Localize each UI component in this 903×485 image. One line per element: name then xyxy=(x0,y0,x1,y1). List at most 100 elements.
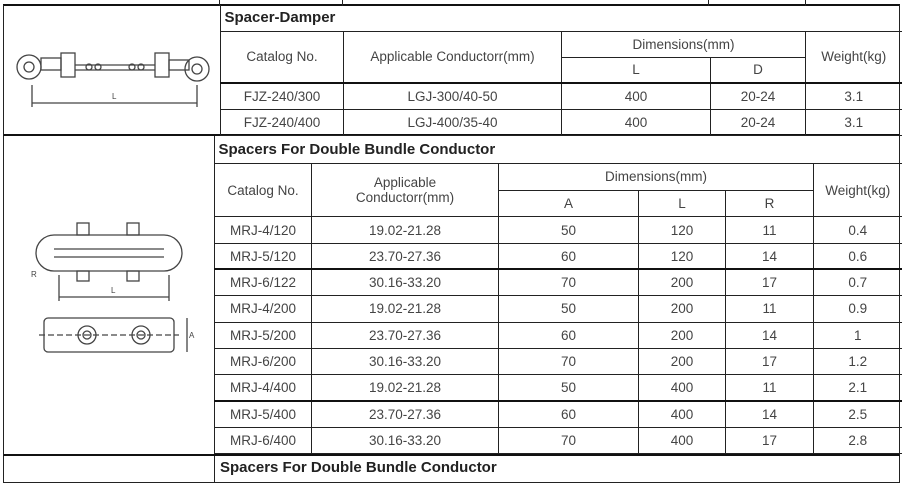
cell-catalog: MRJ-4/400 xyxy=(214,374,312,402)
header-catalog: Catalog No. xyxy=(214,162,312,218)
header-l: L xyxy=(561,56,711,84)
cell-a: 50 xyxy=(498,216,639,244)
table-row: MRJ-5/400 23.70-27.36 60 400 14 2.5 xyxy=(214,399,902,428)
cell-weight: 0.7 xyxy=(813,268,902,297)
cell-r: 17 xyxy=(725,426,814,455)
header-weight: Weight(kg) xyxy=(813,162,902,218)
cell-conductor: LGJ-300/40-50 xyxy=(343,82,562,110)
header-r: R xyxy=(725,190,814,218)
table-row: MRJ-4/120 19.02-21.28 50 120 11 0.4 xyxy=(214,216,902,244)
spacer-damper-table: Spacer-Damper Catalog No. Applicable Con… xyxy=(220,5,902,136)
cell-conductor: 23.70-27.36 xyxy=(311,242,499,270)
cell-l: 200 xyxy=(638,268,726,297)
header-dimensions: Dimensions(mm) xyxy=(498,162,814,192)
cell-conductor: 30.16-33.20 xyxy=(311,268,499,297)
table-row: MRJ-6/122 30.16-33.20 70 200 17 0.7 xyxy=(214,268,902,297)
cell-catalog: FJZ-240/300 xyxy=(220,82,344,110)
cell-l: 200 xyxy=(638,295,726,323)
header-weight: Weight(kg) xyxy=(804,30,902,84)
cell-weight: 1.2 xyxy=(813,347,902,376)
cell-a: 60 xyxy=(498,242,639,270)
table-row: MRJ-5/200 23.70-27.36 60 200 14 1 xyxy=(214,321,902,349)
dimension-label-l: L xyxy=(111,286,116,295)
cell-conductor: 30.16-33.20 xyxy=(311,347,499,376)
next-section: Spacers For Double Bundle Conductor xyxy=(3,456,900,483)
cell-catalog: MRJ-5/120 xyxy=(214,242,312,270)
cell-catalog: MRJ-5/200 xyxy=(214,321,312,349)
cell-weight: 2.1 xyxy=(813,374,902,402)
cell-r: 11 xyxy=(725,216,814,244)
table-row: MRJ-4/200 19.02-21.28 50 200 11 0.9 xyxy=(214,295,902,323)
section-title: Spacer-Damper xyxy=(220,5,902,32)
next-section-image-cell xyxy=(4,456,215,482)
cell-conductor: 19.02-21.28 xyxy=(311,216,499,244)
dimension-label-a: A xyxy=(189,331,195,340)
cell-weight: 2.5 xyxy=(813,399,902,428)
cell-a: 60 xyxy=(498,399,639,428)
section-title: Spacers For Double Bundle Conductor xyxy=(214,136,902,164)
cell-conductor: 19.02-21.28 xyxy=(311,295,499,323)
cell-l: 400 xyxy=(638,399,726,428)
cell-catalog: FJZ-240/400 xyxy=(220,108,344,136)
cell-d: 20-24 xyxy=(710,108,806,136)
cell-r: 11 xyxy=(725,374,814,402)
header-dimensions: Dimensions(mm) xyxy=(561,30,806,58)
cell-a: 70 xyxy=(498,426,639,455)
cell-a: 50 xyxy=(498,374,639,402)
cell-catalog: MRJ-5/400 xyxy=(214,399,312,428)
cell-l: 400 xyxy=(561,82,711,110)
cell-weight: 3.1 xyxy=(804,82,902,110)
cell-weight: 2.8 xyxy=(813,426,902,455)
cell-catalog: MRJ-4/120 xyxy=(214,216,312,244)
spacer-damper-drawing: L xyxy=(4,5,221,134)
cell-l: 120 xyxy=(638,216,726,244)
dimension-label-r: R xyxy=(31,270,37,279)
header-conductor: Applicable Conductorr(mm) xyxy=(343,30,562,84)
double-bundle-section: L R A Spacers For Double Bundle Conducto… xyxy=(3,136,902,456)
cell-catalog: MRJ-6/122 xyxy=(214,268,312,297)
cell-weight: 3.1 xyxy=(804,108,902,136)
cell-l: 400 xyxy=(561,108,711,136)
cell-conductor: 19.02-21.28 xyxy=(311,374,499,402)
cell-weight: 0.9 xyxy=(813,295,902,323)
cell-conductor: 23.70-27.36 xyxy=(311,321,499,349)
cell-r: 11 xyxy=(725,295,814,323)
cell-r: 17 xyxy=(725,347,814,376)
cell-r: 17 xyxy=(725,268,814,297)
cell-a: 70 xyxy=(498,347,639,376)
table-row: FJZ-240/400 LGJ-400/35-40 400 20-24 3.1 xyxy=(220,108,902,136)
cell-r: 14 xyxy=(725,242,814,270)
cell-l: 400 xyxy=(638,426,726,455)
cell-catalog: MRJ-6/200 xyxy=(214,347,312,376)
table-row: MRJ-5/120 23.70-27.36 60 120 14 0.6 xyxy=(214,242,902,270)
header-d: D xyxy=(710,56,806,84)
cell-r: 14 xyxy=(725,399,814,428)
header-catalog: Catalog No. xyxy=(220,30,344,84)
double-bundle-spacer-drawing: L R A xyxy=(4,136,215,454)
header-l: L xyxy=(638,190,726,218)
cell-r: 14 xyxy=(725,321,814,349)
cell-l: 200 xyxy=(638,347,726,376)
cell-weight: 0.4 xyxy=(813,216,902,244)
table-row: MRJ-4/400 19.02-21.28 50 400 11 2.1 xyxy=(214,374,902,402)
dimension-label-l: L xyxy=(112,92,117,101)
cell-a: 50 xyxy=(498,295,639,323)
cell-l: 400 xyxy=(638,374,726,402)
cell-l: 200 xyxy=(638,321,726,349)
double-bundle-table: Spacers For Double Bundle Conductor Cata… xyxy=(214,136,902,455)
table-row: MRJ-6/400 30.16-33.20 70 400 17 2.8 xyxy=(214,426,902,455)
cell-catalog: MRJ-4/200 xyxy=(214,295,312,323)
header-conductor: Applicable Conductorr(mm) xyxy=(311,162,499,218)
section-title: Spacers For Double Bundle Conductor xyxy=(220,459,497,476)
cell-a: 70 xyxy=(498,268,639,297)
cell-a: 60 xyxy=(498,321,639,349)
cell-weight: 1 xyxy=(813,321,902,349)
table-row: FJZ-240/300 LGJ-300/40-50 400 20-24 3.1 xyxy=(220,82,902,110)
cell-catalog: MRJ-6/400 xyxy=(214,426,312,455)
spacer-damper-section: L Spacer-Damper Catalog No. Applicable C… xyxy=(3,5,902,136)
cell-conductor: 23.70-27.36 xyxy=(311,399,499,428)
cell-weight: 0.6 xyxy=(813,242,902,270)
cell-conductor: LGJ-400/35-40 xyxy=(343,108,562,136)
cell-d: 20-24 xyxy=(710,82,806,110)
cell-conductor: 30.16-33.20 xyxy=(311,426,499,455)
